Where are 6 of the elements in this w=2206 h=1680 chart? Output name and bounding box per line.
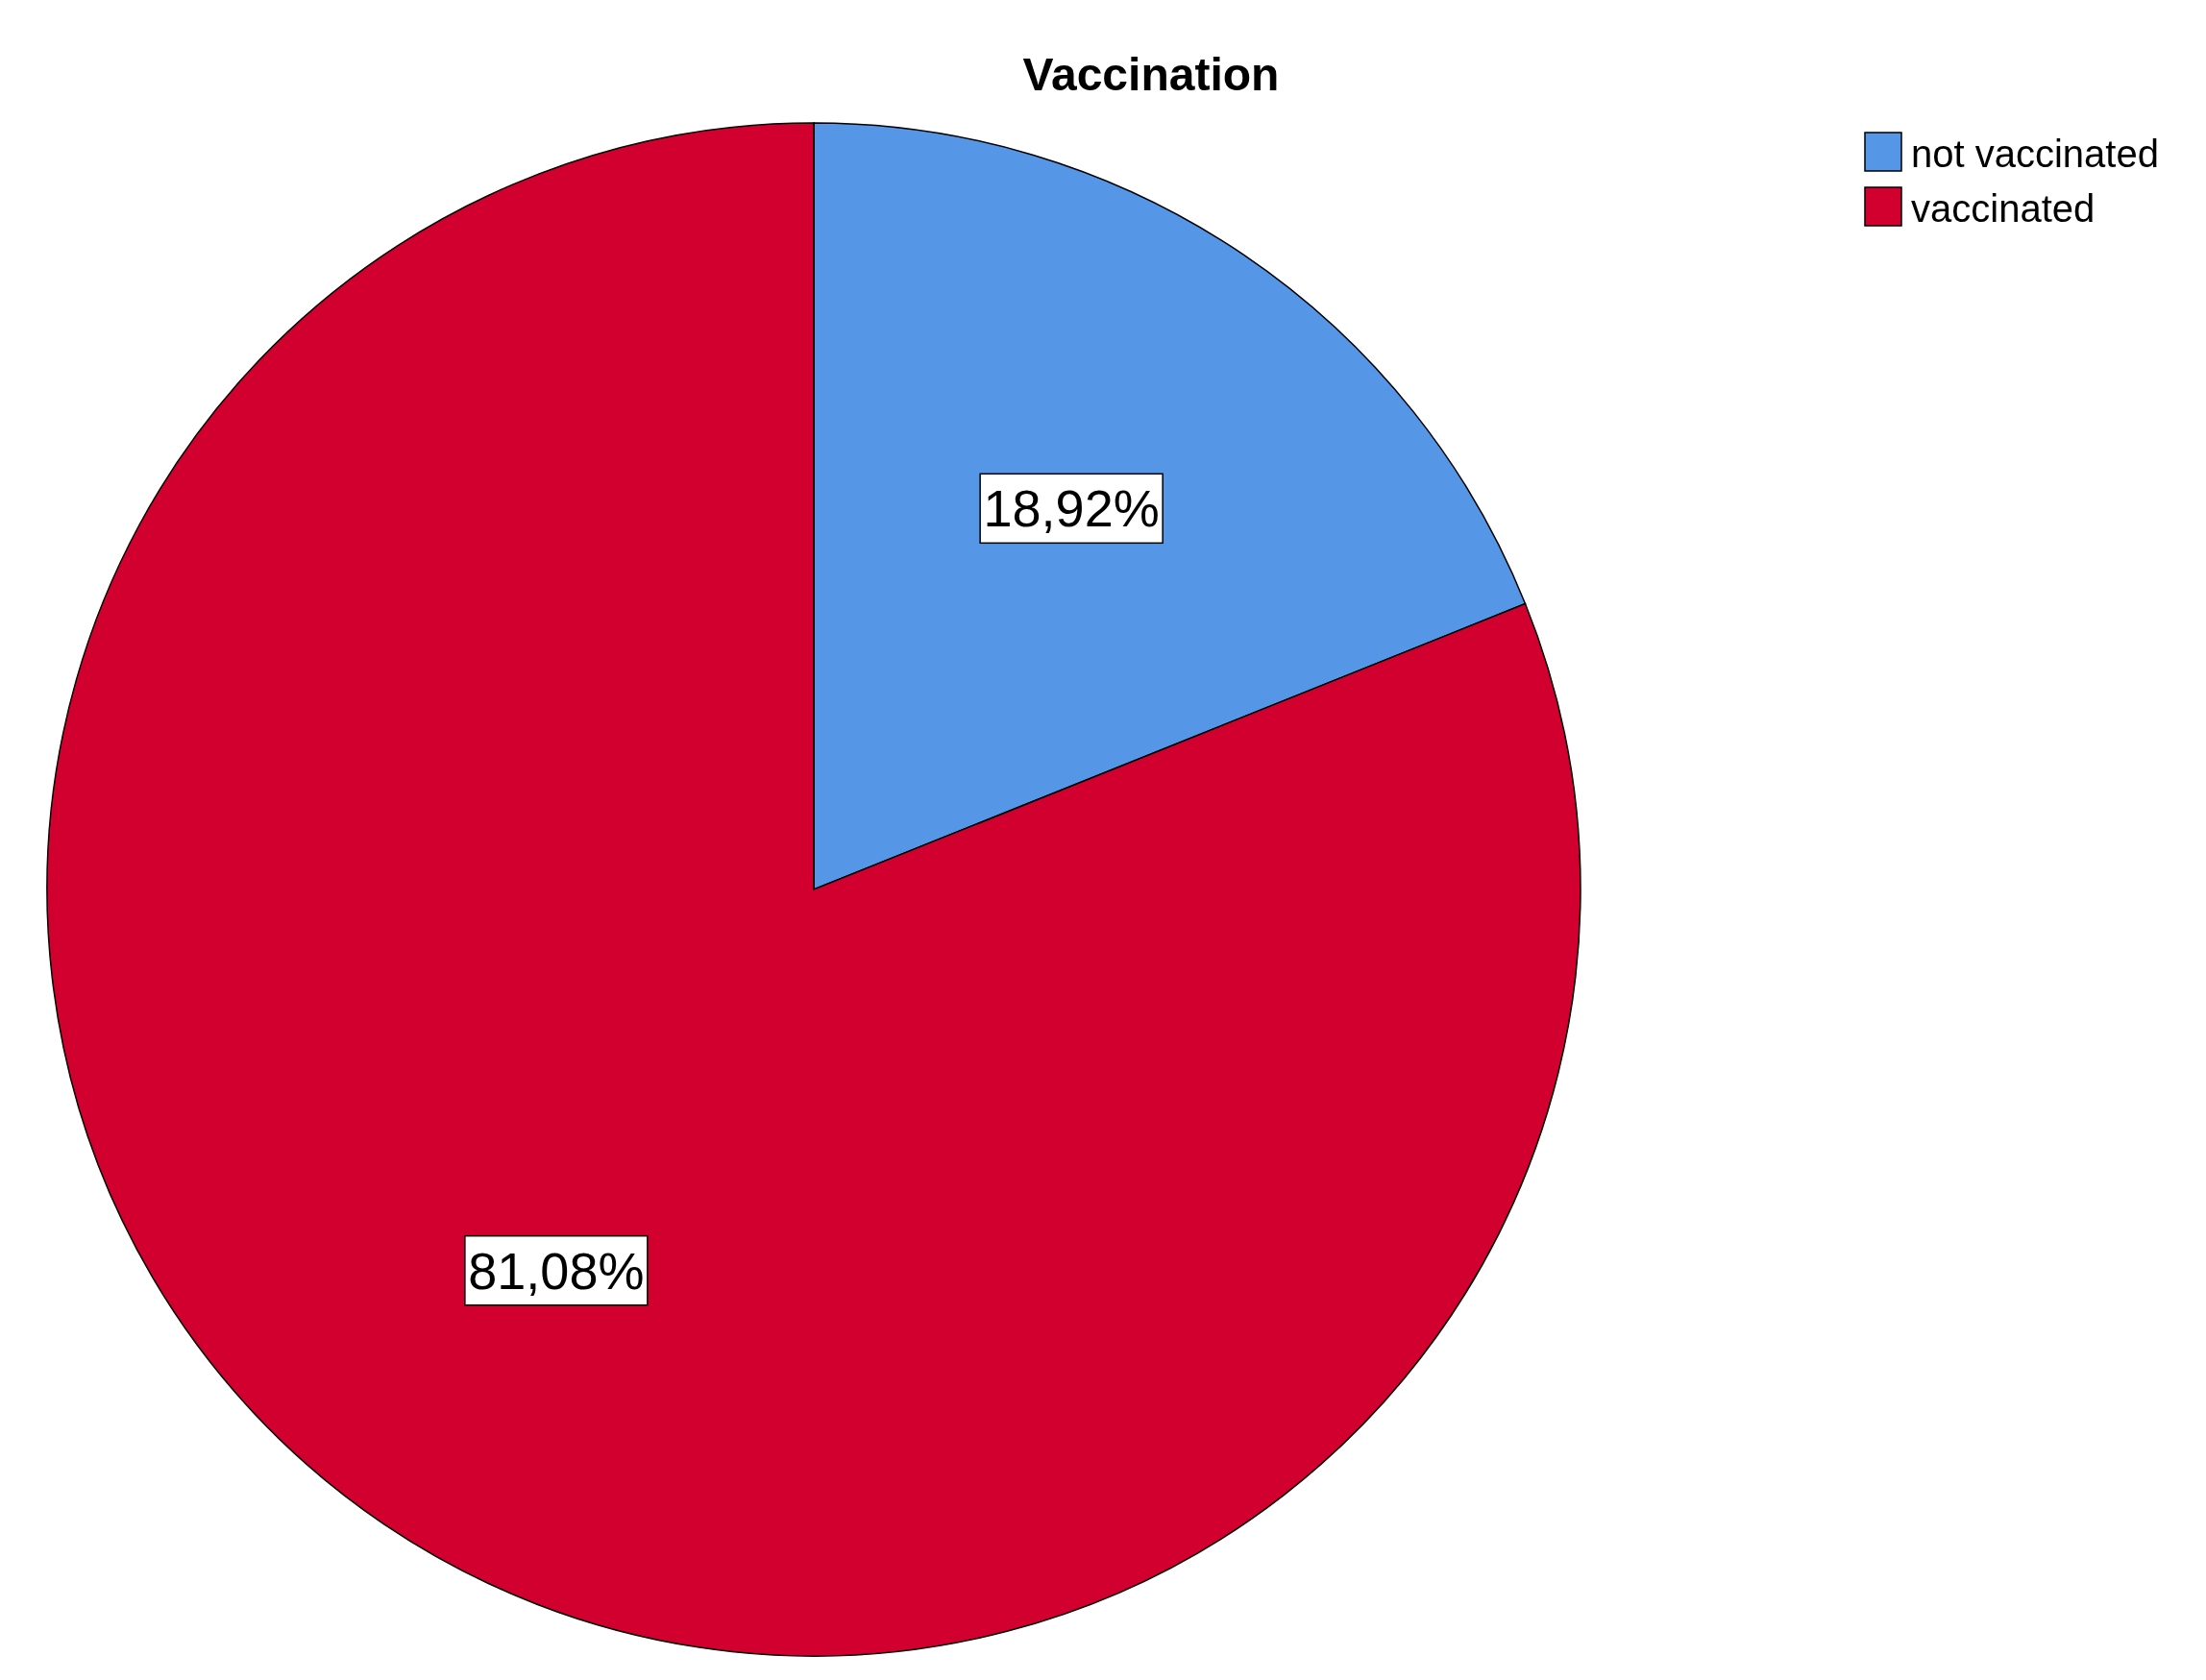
legend-label: vaccinated bbox=[1911, 187, 2096, 230]
legend-label: not vaccinated bbox=[1911, 133, 2159, 175]
data-label: 18,92% bbox=[983, 479, 1160, 538]
data-label: 81,08% bbox=[468, 1241, 645, 1300]
pie-slice bbox=[46, 122, 1581, 1657]
chart-title: Vaccination bbox=[1022, 49, 1280, 100]
